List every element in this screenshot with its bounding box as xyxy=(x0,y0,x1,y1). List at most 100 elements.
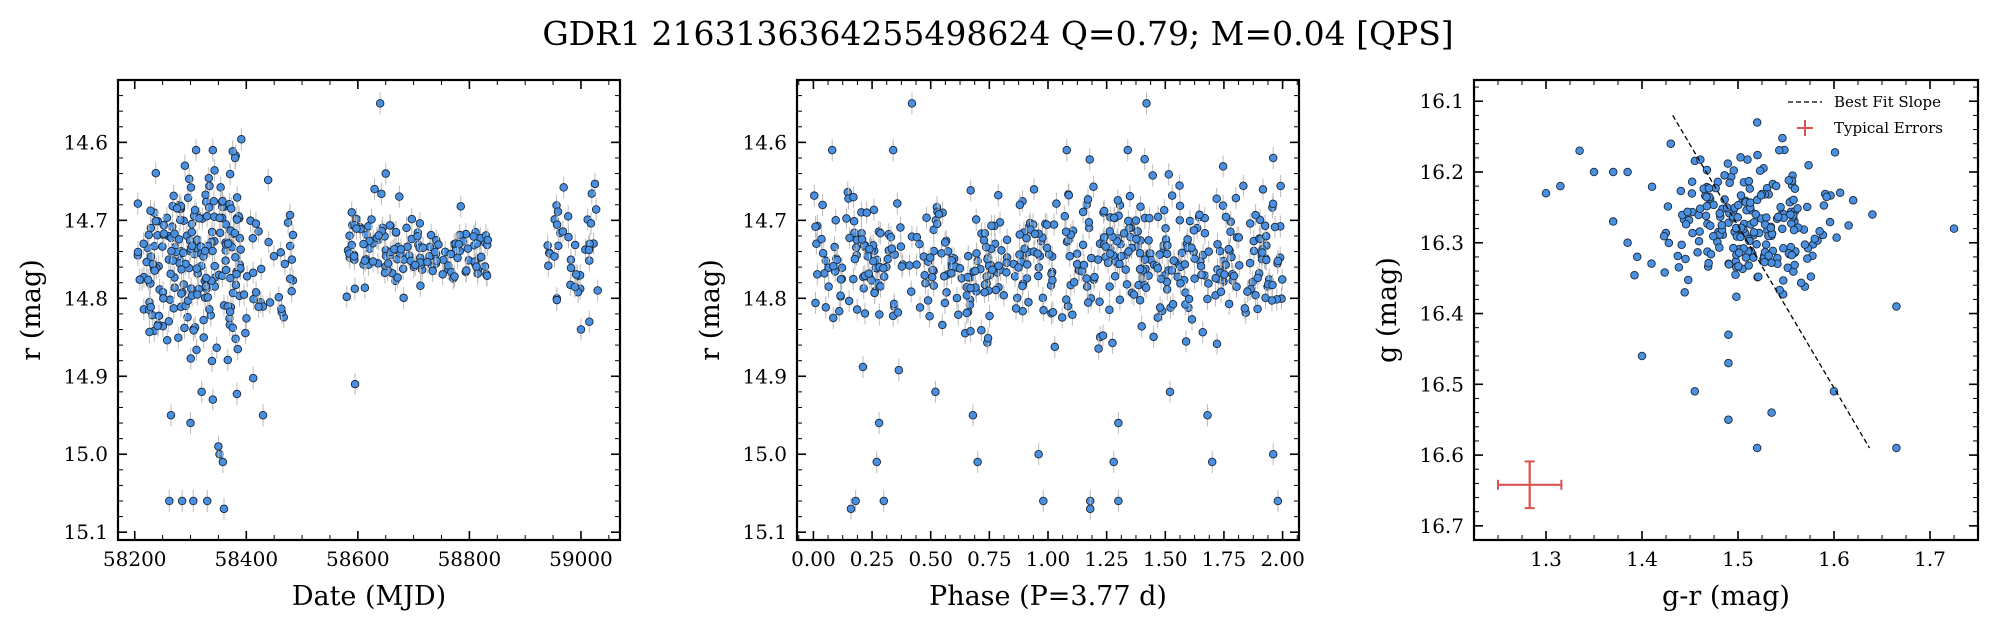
data-point xyxy=(208,145,218,155)
data-point xyxy=(347,208,356,217)
data-point xyxy=(1776,202,1785,212)
data-point xyxy=(1125,223,1134,233)
data-point xyxy=(1825,217,1835,227)
data-point xyxy=(883,254,893,264)
data-point xyxy=(1753,150,1762,160)
data-point xyxy=(393,273,402,282)
data-point xyxy=(210,261,219,271)
x-axis-label: Phase (P=3.77 d) xyxy=(929,581,1167,612)
data-point xyxy=(364,222,373,231)
data-point xyxy=(915,303,925,312)
data-point xyxy=(1683,207,1692,217)
data-point xyxy=(368,257,378,266)
data-point xyxy=(1717,220,1727,230)
data-point xyxy=(1706,249,1716,259)
data-point xyxy=(876,229,885,238)
data-point xyxy=(1169,256,1178,265)
data-point xyxy=(170,229,179,239)
data-point xyxy=(1239,181,1248,191)
data-point xyxy=(1135,264,1145,274)
data-point xyxy=(133,199,143,208)
data-point xyxy=(242,272,252,281)
data-point xyxy=(1023,260,1032,269)
data-point xyxy=(242,314,251,323)
data-point xyxy=(938,320,947,330)
data-point xyxy=(1153,313,1162,322)
data-point xyxy=(1868,210,1877,219)
data-point xyxy=(552,295,562,305)
data-point xyxy=(1756,191,1766,200)
data-point xyxy=(1575,146,1584,156)
data-point xyxy=(426,230,436,240)
data-point xyxy=(1187,243,1196,252)
data-point xyxy=(1121,265,1130,274)
data-point xyxy=(1175,201,1185,211)
data-point xyxy=(1736,153,1745,162)
data-point xyxy=(167,246,176,256)
data-point xyxy=(1695,204,1705,213)
y-axis-label: r (mag) xyxy=(16,259,47,361)
data-point xyxy=(1141,283,1151,293)
y-tick-label: 16.5 xyxy=(1419,372,1464,396)
data-point xyxy=(818,200,827,210)
data-point xyxy=(896,242,906,251)
data-point xyxy=(846,504,856,514)
data-point xyxy=(1144,236,1153,245)
data-point xyxy=(381,169,390,178)
data-point xyxy=(862,208,871,217)
y-tick-label: 15.1 xyxy=(742,520,787,544)
data-point xyxy=(1155,303,1165,312)
data-point xyxy=(162,213,172,223)
data-point xyxy=(416,281,425,290)
data-point xyxy=(201,273,211,283)
data-point xyxy=(186,354,195,363)
data-point xyxy=(1623,167,1632,177)
data-point xyxy=(973,457,982,467)
data-point xyxy=(563,212,573,221)
data-point xyxy=(836,291,845,300)
data-point xyxy=(407,214,417,224)
data-point xyxy=(1715,243,1724,252)
data-point xyxy=(1038,293,1048,303)
data-point xyxy=(1680,288,1689,297)
data-point xyxy=(1149,332,1158,342)
data-point xyxy=(1180,260,1190,269)
data-point xyxy=(1273,256,1283,266)
data-point xyxy=(1010,272,1020,281)
data-point xyxy=(174,235,184,244)
data-point xyxy=(375,99,385,108)
data-point xyxy=(1681,219,1691,229)
data-point xyxy=(1065,252,1074,261)
data-point xyxy=(1224,299,1234,309)
data-point xyxy=(1687,189,1697,198)
data-point xyxy=(1789,225,1799,235)
data-point xyxy=(817,234,826,244)
data-point xyxy=(367,215,376,224)
data-point xyxy=(1800,240,1810,249)
data-point xyxy=(236,245,245,254)
data-point xyxy=(360,283,370,293)
data-point xyxy=(1034,263,1044,272)
data-point xyxy=(842,214,851,223)
data-point xyxy=(1218,201,1228,210)
data-point xyxy=(1720,171,1729,180)
data-point xyxy=(879,496,889,506)
data-point xyxy=(1608,217,1618,226)
data-point xyxy=(897,262,907,271)
data-point xyxy=(232,269,241,279)
data-point xyxy=(456,202,466,211)
data-point xyxy=(1744,176,1754,186)
data-point xyxy=(143,275,153,285)
data-point xyxy=(983,333,993,343)
data-point xyxy=(845,233,854,243)
data-point xyxy=(1024,297,1033,307)
data-point xyxy=(1736,191,1746,200)
data-point xyxy=(1752,118,1762,127)
data-point xyxy=(1221,212,1231,222)
data-point xyxy=(402,223,411,233)
data-point xyxy=(415,219,425,228)
data-point xyxy=(1221,260,1230,270)
data-point xyxy=(1142,99,1151,108)
data-point xyxy=(1168,300,1178,309)
